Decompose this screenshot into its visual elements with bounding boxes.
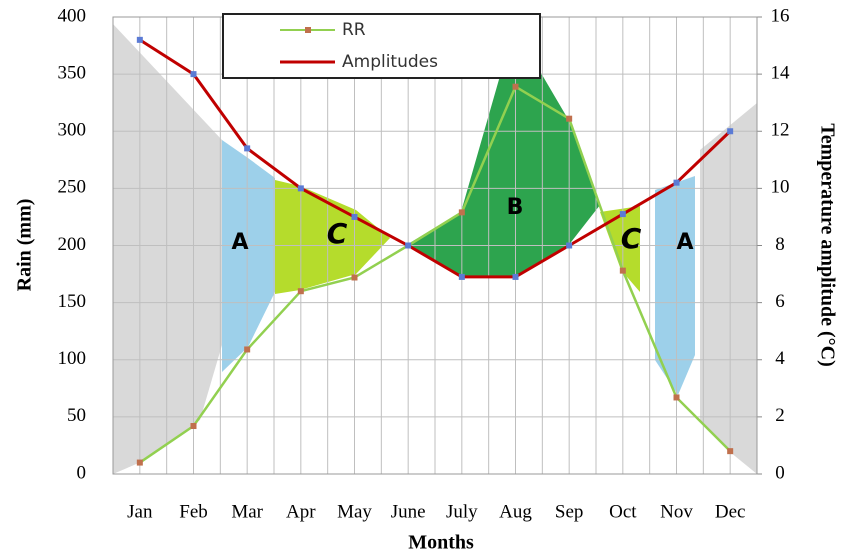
- region-a: [655, 176, 695, 395]
- legend: RR Amplitudes: [222, 13, 541, 79]
- x-tick-label: Oct: [609, 501, 637, 522]
- y2-tick-label: 0: [775, 462, 785, 483]
- y-axis-title: Rain (mm): [14, 199, 36, 292]
- x-tick-label: June: [391, 501, 426, 522]
- y2-tick-label: 8: [775, 234, 785, 255]
- point: [458, 209, 465, 216]
- region-c: [600, 206, 640, 292]
- x-axis-title: Months: [408, 532, 474, 554]
- x-tick-label: July: [446, 501, 478, 522]
- region-b: [408, 27, 600, 277]
- x-tick-label: Nov: [660, 501, 693, 522]
- point: [405, 242, 412, 249]
- y2-tick-label: 16: [771, 5, 790, 26]
- x-tick-label: Aug: [499, 501, 532, 522]
- dry-region: [700, 103, 757, 474]
- annotation: B: [507, 195, 524, 220]
- point: [136, 459, 143, 466]
- y2-tick-label: 6: [775, 291, 785, 312]
- y-tick-label: 0: [77, 462, 87, 483]
- point: [673, 179, 680, 186]
- annotation: A: [676, 230, 693, 255]
- y-tick-label: 150: [58, 291, 87, 312]
- y-tick-label: 250: [58, 177, 87, 198]
- plot: [136, 36, 734, 466]
- point: [297, 185, 304, 192]
- x-tick-label: Feb: [179, 501, 208, 522]
- point: [512, 273, 519, 280]
- y2-tick-label: 2: [775, 405, 785, 426]
- x-tick-label: Mar: [231, 501, 263, 522]
- series-line: [139, 38, 732, 279]
- y2-tick-label: 12: [771, 120, 790, 141]
- legend-marker: [305, 27, 311, 33]
- y-tick-label: 200: [58, 234, 87, 255]
- point: [512, 83, 519, 90]
- point: [244, 346, 251, 353]
- point: [136, 36, 143, 43]
- point: [351, 213, 358, 220]
- y-tick-label: 350: [58, 62, 87, 83]
- annotation: A: [231, 230, 248, 255]
- point: [566, 242, 573, 249]
- y2-tick-label: 10: [771, 177, 790, 198]
- y-tick-label: 100: [58, 348, 87, 369]
- point: [244, 145, 251, 152]
- region-c: [275, 180, 390, 294]
- y2-axis-title: Temperature amplitude (°C): [816, 123, 838, 367]
- x-tick-label: May: [337, 501, 372, 522]
- point: [351, 274, 358, 281]
- grid: [112, 16, 762, 475]
- x-tick-label: Dec: [715, 501, 746, 522]
- y-tick-label: 400: [58, 5, 87, 26]
- region-a: [222, 140, 275, 372]
- y-tick-label: 300: [58, 120, 87, 141]
- y-tick-label: 50: [67, 405, 86, 426]
- y2-tick-label: 14: [771, 62, 791, 83]
- point: [619, 211, 626, 218]
- point: [673, 394, 680, 401]
- point: [727, 448, 734, 455]
- point: [566, 115, 573, 122]
- annotation: C: [621, 222, 642, 255]
- annotation: C: [327, 217, 348, 250]
- legend-label: Amplitudes: [342, 52, 438, 72]
- point: [727, 128, 734, 135]
- legend-label: RR: [342, 20, 366, 40]
- point: [297, 288, 304, 295]
- x-tick-label: Apr: [286, 501, 316, 522]
- legend-box: [222, 13, 541, 79]
- x-tick-label: Sep: [555, 501, 584, 522]
- y2-tick-label: 4: [775, 348, 785, 369]
- point: [190, 71, 197, 78]
- point: [190, 423, 197, 430]
- series-line: [139, 84, 732, 464]
- x-tick-label: Jan: [127, 501, 153, 522]
- point: [458, 273, 465, 280]
- point: [619, 267, 626, 274]
